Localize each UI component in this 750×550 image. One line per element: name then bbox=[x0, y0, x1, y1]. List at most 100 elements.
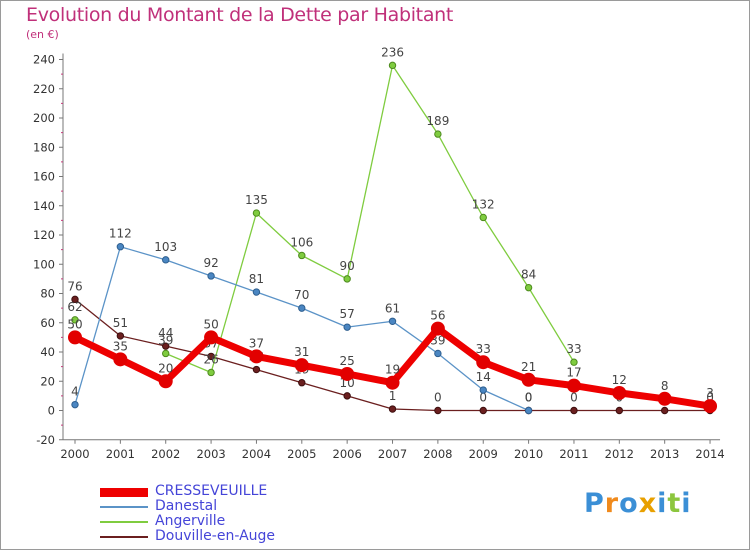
data-point bbox=[207, 272, 215, 280]
data-label: 62 bbox=[67, 300, 82, 314]
data-label: 92 bbox=[203, 256, 218, 270]
data-point bbox=[298, 304, 306, 312]
data-point bbox=[158, 374, 173, 389]
x-tick-label: 2010 bbox=[514, 447, 543, 461]
y-tick-label: 180 bbox=[33, 140, 55, 154]
legend-swatch bbox=[100, 521, 148, 523]
y-tick-label: 80 bbox=[40, 287, 55, 301]
data-point bbox=[566, 378, 581, 393]
legend-label: Angerville bbox=[155, 513, 226, 529]
data-point bbox=[524, 283, 533, 292]
data-point bbox=[343, 323, 351, 331]
data-point bbox=[162, 342, 170, 350]
data-point bbox=[252, 209, 261, 217]
data-label: 37 bbox=[249, 336, 264, 350]
y-tick-label: 20 bbox=[40, 374, 55, 388]
data-label: 70 bbox=[294, 288, 309, 302]
chart-unit-label: (en €) bbox=[26, 28, 59, 41]
data-label: 0 bbox=[434, 391, 442, 405]
legend-swatch bbox=[100, 536, 148, 538]
data-label: 84 bbox=[521, 268, 536, 282]
data-point bbox=[657, 391, 672, 406]
x-tick-label: 2013 bbox=[650, 447, 679, 461]
data-point bbox=[612, 385, 627, 400]
data-label: 21 bbox=[521, 360, 536, 374]
data-point bbox=[113, 352, 128, 367]
logo-letter: i bbox=[681, 488, 692, 519]
logo-letter: r bbox=[604, 488, 620, 519]
logo-letter: t bbox=[667, 488, 682, 519]
legend-label: CRESSEVEUILLE bbox=[155, 483, 268, 499]
data-label: 50 bbox=[67, 317, 82, 331]
data-point bbox=[476, 355, 491, 370]
y-tick-label: 40 bbox=[40, 345, 55, 359]
data-label: 103 bbox=[154, 240, 177, 254]
data-point bbox=[294, 358, 309, 373]
y-tick-label: 200 bbox=[33, 111, 55, 125]
y-tick-label: 160 bbox=[33, 170, 55, 184]
data-point bbox=[343, 275, 351, 283]
data-label: 57 bbox=[340, 307, 355, 321]
data-point bbox=[703, 399, 718, 414]
data-label: 0 bbox=[525, 391, 533, 405]
x-tick-label: 2004 bbox=[242, 447, 271, 461]
data-point bbox=[207, 352, 215, 361]
data-point bbox=[570, 406, 578, 415]
chart-title: Evolution du Montant de la Dette par Hab… bbox=[26, 4, 454, 26]
y-tick-label: 220 bbox=[33, 82, 55, 96]
x-tick-label: 2001 bbox=[106, 447, 135, 461]
data-label: 106 bbox=[290, 235, 313, 249]
data-label: 44 bbox=[158, 326, 173, 340]
x-tick-label: 2000 bbox=[60, 447, 89, 461]
data-point bbox=[249, 349, 264, 364]
series-line-angerville bbox=[165, 64, 575, 374]
logo-letter: i bbox=[657, 488, 668, 519]
data-point bbox=[340, 366, 355, 381]
data-label: 132 bbox=[472, 197, 495, 211]
data-point bbox=[434, 406, 442, 415]
x-tick-label: 2011 bbox=[559, 447, 588, 461]
data-point bbox=[570, 358, 578, 366]
data-label: 112 bbox=[109, 227, 132, 241]
data-point bbox=[71, 400, 79, 409]
data-point bbox=[434, 349, 442, 358]
logo-letter: P bbox=[584, 488, 605, 519]
data-label: 20 bbox=[158, 361, 173, 375]
data-label: 76 bbox=[67, 279, 82, 293]
data-point bbox=[434, 130, 442, 138]
data-label: 17 bbox=[566, 366, 581, 380]
data-label: 50 bbox=[203, 317, 218, 331]
y-tick-label: -20 bbox=[36, 433, 55, 447]
data-label: 33 bbox=[476, 342, 491, 356]
data-label: 33 bbox=[566, 342, 581, 356]
data-label: 8 bbox=[661, 379, 669, 393]
data-label: 4 bbox=[71, 385, 79, 399]
data-point bbox=[68, 330, 82, 345]
data-point bbox=[524, 406, 533, 415]
data-point bbox=[660, 406, 669, 415]
data-label: 51 bbox=[113, 316, 128, 330]
logo-letter: o bbox=[619, 488, 639, 519]
data-point bbox=[162, 349, 170, 358]
data-point bbox=[430, 321, 445, 336]
data-point bbox=[479, 386, 487, 394]
proxiti-logo: Proxiti bbox=[584, 488, 692, 519]
data-label: 19 bbox=[385, 363, 400, 377]
x-tick-label: 2007 bbox=[378, 447, 407, 461]
y-tick-label: 0 bbox=[48, 404, 55, 418]
data-point bbox=[388, 61, 397, 70]
data-label: 90 bbox=[340, 259, 355, 273]
data-label: 0 bbox=[525, 391, 533, 405]
legend-swatch bbox=[100, 487, 148, 497]
data-label: 135 bbox=[245, 193, 268, 207]
y-tick-label: 100 bbox=[33, 257, 55, 271]
data-point bbox=[298, 251, 306, 260]
data-point bbox=[204, 330, 219, 345]
data-point bbox=[116, 332, 125, 340]
data-label: 12 bbox=[612, 373, 627, 387]
data-point bbox=[479, 406, 487, 415]
y-tick-label: 60 bbox=[40, 316, 55, 330]
data-label: 31 bbox=[294, 345, 309, 359]
x-tick-label: 2003 bbox=[196, 447, 225, 461]
